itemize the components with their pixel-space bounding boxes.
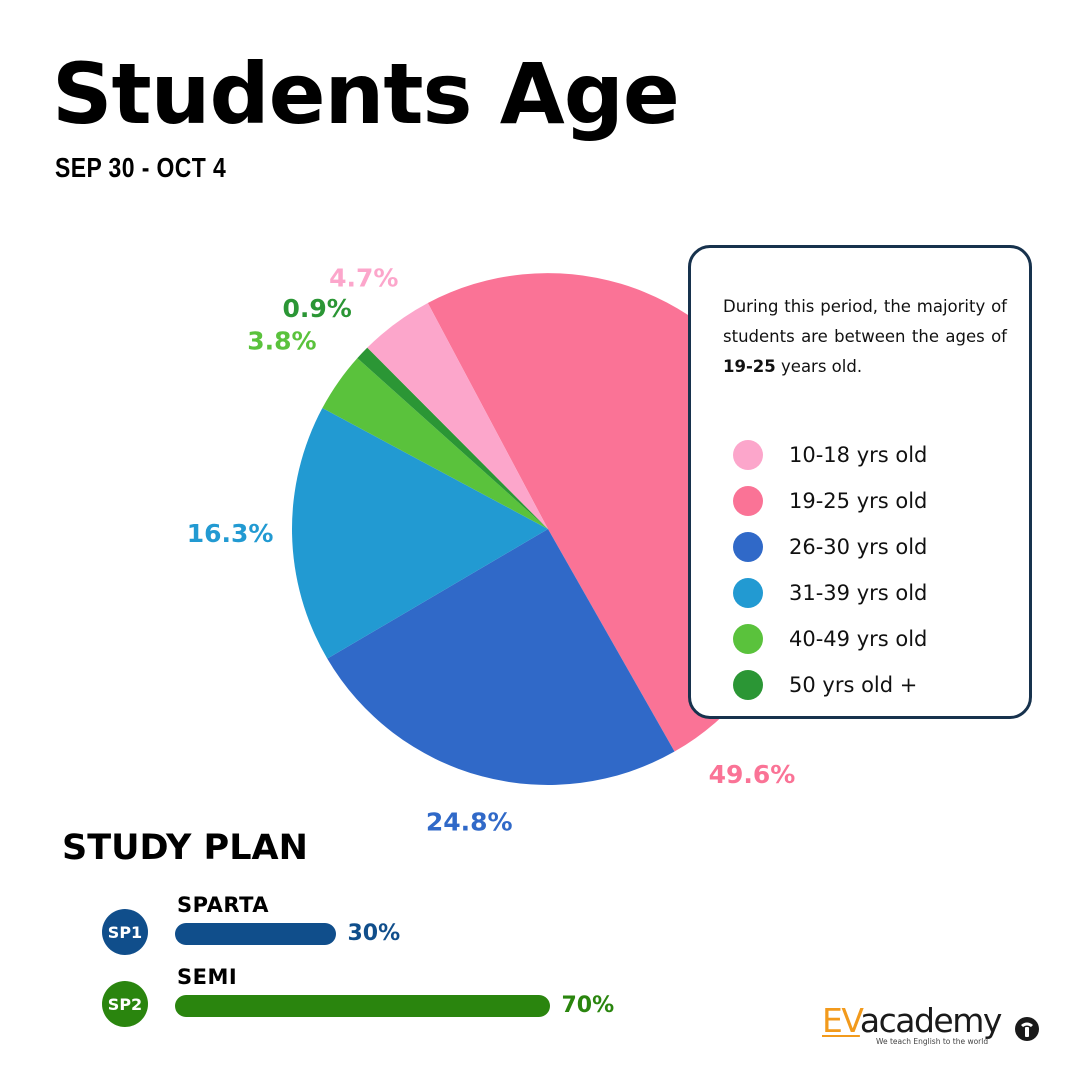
- legend-label: 40-49 yrs old: [789, 627, 928, 651]
- pie-slice-label: 16.3%: [187, 519, 274, 548]
- info-text-before: During this period, the majority of stud…: [723, 297, 1007, 346]
- plan-value: 70%: [561, 993, 615, 1018]
- legend-swatch: [733, 578, 763, 608]
- legend-item: 31-39 yrs old: [733, 570, 1007, 616]
- legend-label: 50 yrs old +: [789, 673, 918, 697]
- study-plan-row-semi: SP2 SEMI 70%: [102, 965, 702, 1035]
- date-range: SEP 30 - OCT 4: [55, 152, 227, 183]
- legend-swatch: [733, 670, 763, 700]
- legend-label: 26-30 yrs old: [789, 535, 928, 559]
- pie-slice-label: 0.9%: [283, 294, 352, 323]
- legend-item: 50 yrs old +: [733, 662, 1007, 708]
- pie-slice: [367, 302, 548, 529]
- plan-name: SEMI: [177, 965, 238, 989]
- legend-swatch: [733, 624, 763, 654]
- brand-globe-icon: [1015, 1017, 1039, 1041]
- pie-slice: [327, 529, 675, 785]
- legend-swatch: [733, 532, 763, 562]
- pie-slice-label: 49.6%: [709, 760, 796, 789]
- plan-bar-fill: [175, 995, 550, 1017]
- pie-labels: 49.6% 24.8% 16.3% 3.8% 0.9%4.7%: [187, 264, 796, 837]
- plan-bar-track: [175, 995, 710, 1017]
- plan-name: SPARTA: [177, 893, 270, 917]
- pie-slice: [357, 347, 548, 529]
- info-card: During this period, the majority of stud…: [688, 245, 1032, 719]
- brand-logo: EVacademy We teach English to the world: [822, 1004, 1042, 1054]
- legend-label: 10-18 yrs old: [789, 443, 928, 467]
- brand-name-accent: EV: [822, 1001, 861, 1040]
- legend-label: 31-39 yrs old: [789, 581, 928, 605]
- pie-slice-label: 24.8%: [426, 808, 513, 837]
- legend-swatch: [733, 440, 763, 470]
- pie-slice-label: 3.8%: [247, 327, 316, 356]
- pie-slice: [291, 408, 548, 659]
- legend-item: 10-18 yrs old: [733, 432, 1007, 478]
- pie-slice-label: 4.7%: [329, 264, 398, 293]
- legend-swatch: [733, 486, 763, 516]
- study-plan-heading: STUDY PLAN: [62, 828, 308, 868]
- plan-badge: SP1: [102, 909, 148, 955]
- brand-name: EVacademy: [822, 1001, 1003, 1040]
- legend-item: 26-30 yrs old: [733, 524, 1007, 570]
- brand-tagline: We teach English to the world: [876, 1037, 989, 1046]
- plan-bar-track: [175, 923, 710, 945]
- legend-item: 40-49 yrs old: [733, 616, 1007, 662]
- page-title: Students Age: [52, 45, 680, 143]
- info-text-highlight: 19-25: [723, 357, 776, 376]
- legend-label: 19-25 yrs old: [789, 489, 928, 513]
- info-text: During this period, the majority of stud…: [723, 292, 1007, 382]
- brand-name-rest: academy: [859, 1001, 1003, 1040]
- legend-item: 19-25 yrs old: [733, 478, 1007, 524]
- chart-legend: 10-18 yrs old 19-25 yrs old 26-30 yrs ol…: [733, 432, 1007, 708]
- info-text-after: years old.: [775, 357, 863, 376]
- plan-badge: SP2: [102, 981, 148, 1027]
- pie-slice: [322, 358, 548, 529]
- plan-value: 30%: [347, 921, 401, 946]
- study-plan-row-sparta: SP1 SPARTA 30%: [102, 893, 702, 963]
- plan-bar-fill: [175, 923, 336, 945]
